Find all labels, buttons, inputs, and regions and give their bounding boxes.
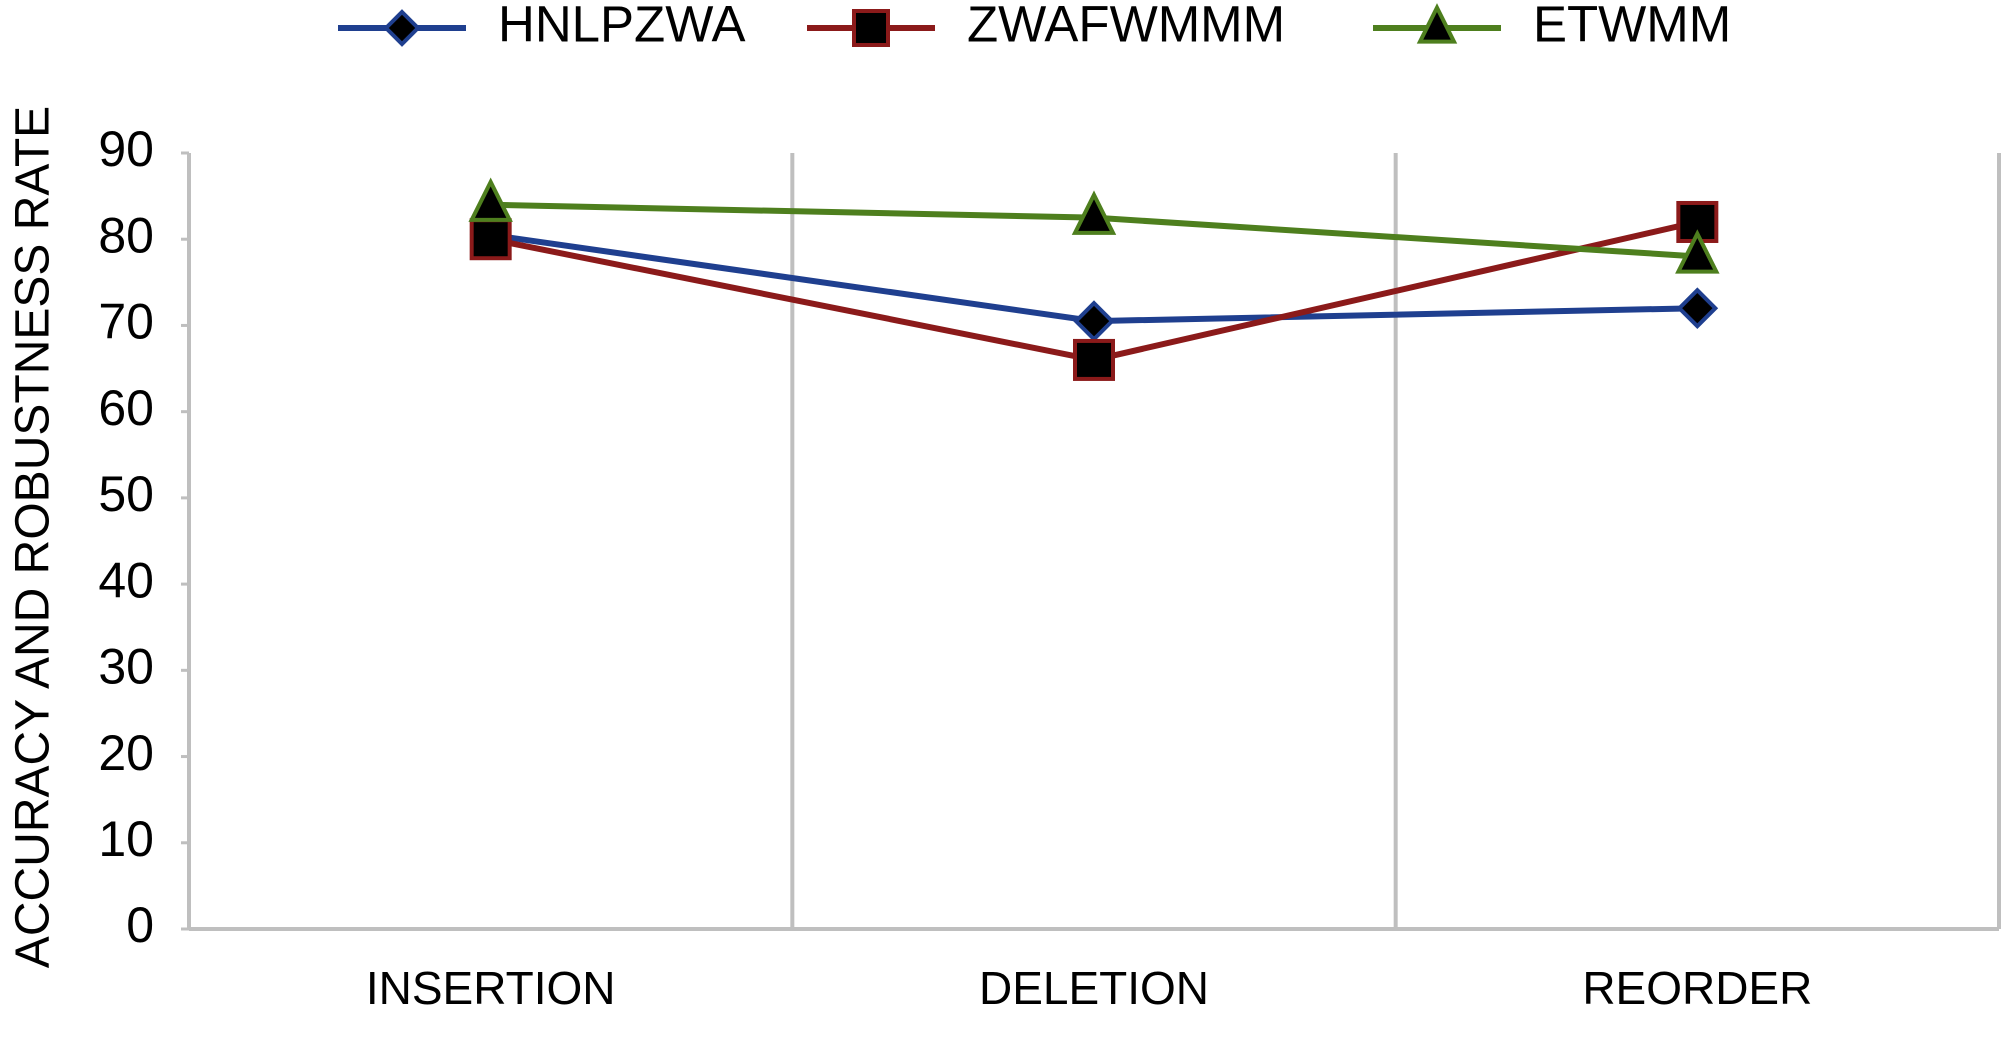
y-tick-label: 40: [98, 552, 154, 608]
y-tick-label: 60: [98, 380, 154, 436]
marker: [1071, 190, 1117, 235]
marker: [469, 218, 512, 261]
y-tick-label: 90: [98, 121, 154, 177]
marker: [1675, 229, 1720, 274]
legend-marker: [852, 9, 890, 47]
x-tick-label: DELETION: [979, 962, 1209, 1014]
legend-label: ZWAFWMMM: [967, 0, 1285, 52]
x-tick-label: INSERTION: [366, 962, 616, 1014]
marker: [1676, 287, 1719, 330]
x-tick-label: REORDER: [1582, 962, 1812, 1014]
y-axis-title: ACCURACY AND ROBUSTNESS RATE: [7, 106, 60, 968]
y-tick-label: 0: [126, 897, 154, 953]
legend-label: HNLPZWA: [498, 0, 745, 52]
marker: [1073, 338, 1115, 381]
y-tick-label: 20: [98, 725, 154, 781]
y-tick-label: 10: [98, 811, 154, 867]
y-tick-label: 70: [98, 294, 154, 350]
legend-label: ETWMM: [1533, 0, 1731, 52]
y-tick-label: 30: [98, 639, 154, 695]
marker: [1073, 300, 1115, 342]
y-tick-label: 50: [98, 466, 154, 522]
y-tick-label: 80: [98, 207, 154, 263]
marker: [468, 177, 513, 222]
legend-marker: [383, 9, 421, 47]
legend-marker: [1416, 3, 1458, 44]
